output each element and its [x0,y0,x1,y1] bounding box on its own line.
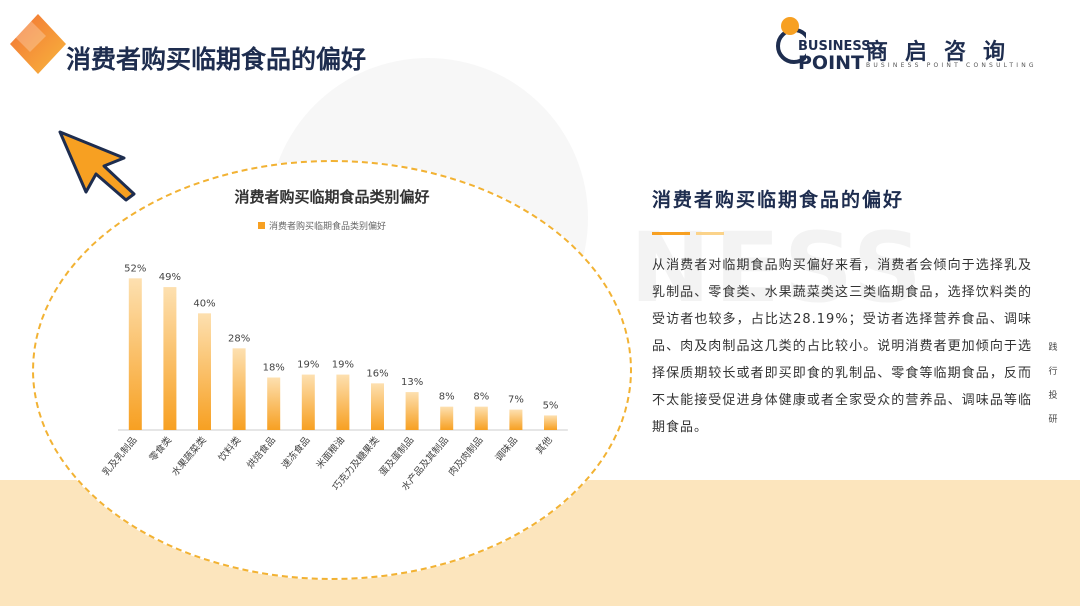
bar-value-label: 52% [124,263,146,274]
bar-value-label: 8% [439,392,455,403]
bar [128,278,142,430]
corner-triangle-decoration [10,14,66,74]
bar [198,313,211,430]
bar-value-label: 19% [297,360,319,371]
underline-accent-light [696,232,724,235]
bar [301,374,315,430]
bar [474,406,488,430]
company-logo: BUSINESS POINT 商启咨询 BUSINESS POINT CONSU… [776,16,1066,76]
arrow-decoration-icon [58,130,136,202]
logo-ring-icon [776,17,806,64]
x-tick-label: 肉及肉制品 [446,434,486,478]
bar [509,409,523,430]
vertical-slogan: 践行投研 [1048,343,1058,425]
bar-value-label: 16% [366,368,388,379]
bar-chart: 52% 乳及乳制品 49% 零食类 40% 水果蔬菜类 28% 饮料类 18% 烘焙食品 19% 速冻… [100,263,568,493]
x-tick-label: 零食类 [147,434,175,464]
side-title: 消费者购买临期食品的偏好 [652,189,905,211]
bar-value-label: 28% [228,333,250,344]
bar [405,392,419,430]
chart-title: 消费者购买临期食品类别偏好 [234,188,430,206]
bar-value-label: 19% [332,360,354,371]
x-tick-label: 速冻食品 [279,434,313,471]
chart-legend: 消费者购买临期食品类别偏好 [258,219,386,232]
bar-value-label: 5% [543,400,559,411]
x-tick-label: 水果蔬菜类 [169,434,209,478]
x-tick-label: 饮料类 [216,434,244,464]
logo-subtitle: BUSINESS POINT CONSULTING [866,62,1037,69]
bar [440,406,454,430]
bar-value-label: 8% [473,392,489,403]
bar-value-label: 7% [508,395,524,406]
bar-value-label: 40% [193,298,215,309]
x-tick-label: 烘焙食品 [244,434,278,471]
bar [163,287,177,430]
bar [371,383,384,430]
side-description: 从消费者对临期食品购买偏好来看，消费者会倾向于选择乳及乳制品、零食类、水果蔬菜类… [652,258,1032,435]
bar [336,374,350,430]
bar [267,377,281,430]
logo-chinese-name: 商启咨询 [866,40,1023,65]
logo-english-line1: BUSINESS [798,39,871,54]
legend-label: 消费者购买临期食品类别偏好 [269,222,387,232]
legend-swatch [258,222,265,229]
logo-english: BUSINESS POINT [798,39,871,74]
watermark-text: NESS [630,212,926,324]
x-tick-label: 调味品 [493,434,521,464]
bar-value-label: 18% [263,363,285,374]
underline-accent [652,232,690,235]
logo-english-line2: POINT [798,52,865,74]
x-tick-label: 米面粮油 [314,434,348,471]
bar-value-label: 13% [401,377,423,388]
page-title: 消费者购买临期食品的偏好 [66,45,367,74]
bar [232,348,246,430]
x-tick-label: 其他 [533,434,555,457]
bar [544,415,557,430]
bar-value-label: 49% [159,272,181,283]
x-tick-label: 乳及乳制品 [100,434,140,478]
